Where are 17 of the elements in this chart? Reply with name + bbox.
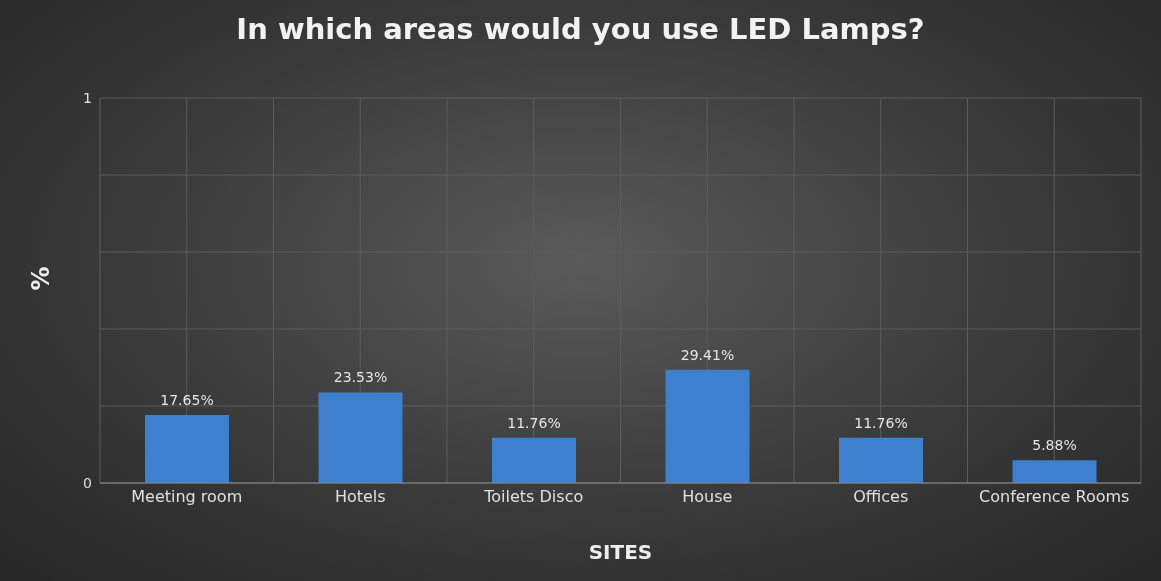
data-label: 5.88% xyxy=(1032,437,1077,454)
x-tick-label: House xyxy=(682,487,733,507)
data-label: 29.41% xyxy=(680,346,735,363)
x-tick-label: Offices xyxy=(853,487,909,507)
y-tick-label: 0 xyxy=(83,474,92,491)
x-axis-title: SITES xyxy=(588,540,653,564)
y-axis-title: % xyxy=(26,266,55,291)
x-tick-label: Hotels xyxy=(334,487,386,507)
x-tick-label: Toilets Disco xyxy=(483,487,584,507)
data-label: 11.76% xyxy=(854,414,908,431)
data-label: 17.65% xyxy=(160,392,214,409)
y-tick-label: 1 xyxy=(83,89,92,106)
data-label: 23.53% xyxy=(333,369,388,386)
x-tick-label: Meeting room xyxy=(131,487,243,507)
data-label: 11.76% xyxy=(507,414,561,431)
chart-title: In which areas would you use LED Lamps? xyxy=(235,12,926,46)
x-tick-label: Conference Rooms xyxy=(979,487,1130,507)
